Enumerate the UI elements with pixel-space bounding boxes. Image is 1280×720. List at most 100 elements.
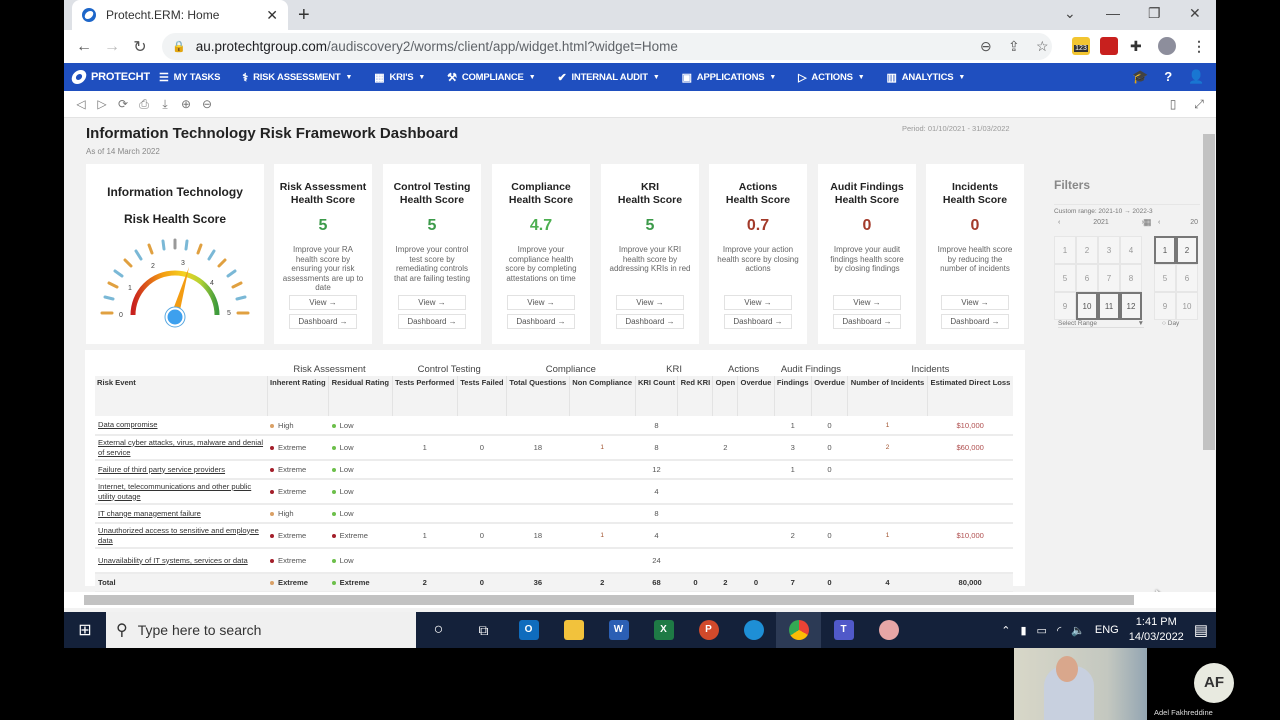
bookmark-icon[interactable]: ▯ bbox=[1169, 97, 1177, 111]
month-cell[interactable]: 6 bbox=[1076, 264, 1098, 292]
clock[interactable]: 1:41 PM 14/03/2022 bbox=[1129, 615, 1184, 645]
print-icon[interactable]: ⎙ bbox=[139, 96, 149, 111]
risk-event-link[interactable]: Internet, telecommunications and other p… bbox=[98, 481, 252, 501]
risk-event-link[interactable]: Unauthorized access to sensitive and emp… bbox=[98, 525, 259, 545]
view-button[interactable]: View → bbox=[507, 295, 575, 310]
protecht-logo[interactable]: PROTECHT bbox=[64, 70, 159, 84]
month-cell[interactable]: 8 bbox=[1120, 264, 1142, 292]
month-cell-selected[interactable]: 2 bbox=[1176, 236, 1198, 264]
view-button[interactable]: View → bbox=[398, 295, 466, 310]
view-button[interactable]: View → bbox=[289, 295, 357, 310]
day-radio[interactable]: ○ Day bbox=[1162, 320, 1179, 327]
column-header[interactable]: Residual Rating bbox=[328, 376, 392, 416]
user-icon[interactable]: 👤 bbox=[1188, 69, 1204, 84]
edge-icon[interactable] bbox=[731, 612, 776, 648]
close-window-button[interactable]: ✕ bbox=[1189, 5, 1201, 21]
nav-internal-audit[interactable]: ✔ INTERNAL AUDIT ▼ bbox=[557, 71, 659, 84]
forward-circle-icon[interactable]: ▷ bbox=[97, 97, 107, 111]
nc-cell[interactable]: 1 bbox=[569, 435, 636, 461]
nav-applications[interactable]: ▣ APPLICATIONS ▼ bbox=[682, 71, 777, 84]
excel-icon[interactable]: X bbox=[641, 612, 686, 648]
bookmark-star-icon[interactable]: ☆ bbox=[1036, 38, 1049, 54]
dashboard-button[interactable]: Dashboard → bbox=[289, 314, 357, 329]
teams-icon[interactable]: T bbox=[821, 612, 866, 648]
word-icon[interactable]: W bbox=[596, 612, 641, 648]
tray-chevron-icon[interactable]: ⌃ bbox=[1001, 624, 1011, 637]
graduation-cap-icon[interactable]: 🎓 bbox=[1132, 69, 1149, 84]
nav-actions[interactable]: ▷ ACTIONS ▼ bbox=[798, 71, 865, 84]
column-header[interactable]: Tests Failed bbox=[456, 376, 507, 416]
month-cell[interactable]: 9 bbox=[1054, 292, 1076, 320]
month-cell-selected[interactable]: 12 bbox=[1120, 292, 1142, 320]
column-header[interactable]: Overdue bbox=[737, 376, 775, 416]
calendar-range-icon[interactable]: ▦ bbox=[1143, 217, 1152, 227]
dashboard-button[interactable]: Dashboard → bbox=[616, 314, 684, 329]
nav-analytics[interactable]: ▥ ANALYTICS ▼ bbox=[887, 71, 966, 84]
column-header[interactable]: Overdue bbox=[810, 376, 848, 416]
acrobat-extension-icon[interactable] bbox=[1100, 37, 1118, 55]
month-cell[interactable]: 6 bbox=[1176, 264, 1198, 292]
zoom-out-icon[interactable]: ⊖ bbox=[201, 97, 213, 111]
tab-search-chevron-icon[interactable]: ⌄ bbox=[1064, 5, 1076, 21]
ni-cell[interactable]: 1 bbox=[847, 416, 928, 436]
column-header[interactable]: Red KRI bbox=[677, 376, 713, 416]
file-explorer-icon[interactable] bbox=[551, 612, 596, 648]
address-bar[interactable]: 🔒 au.protechtgroup.com/audiscovery2/worm… bbox=[162, 33, 1052, 60]
forward-button[interactable]: → bbox=[104, 37, 120, 55]
chrome-icon[interactable] bbox=[776, 612, 821, 648]
back-button[interactable]: ← bbox=[76, 37, 92, 55]
ni-cell[interactable]: 2 bbox=[847, 435, 928, 461]
prev-year-icon[interactable]: ‹ bbox=[1058, 219, 1061, 226]
month-cell[interactable]: 2 bbox=[1076, 236, 1098, 264]
zoom-in-icon[interactable]: ⊕ bbox=[180, 97, 192, 111]
view-button[interactable]: View → bbox=[833, 295, 901, 310]
month-cell[interactable]: 10 bbox=[1176, 292, 1198, 320]
download-icon[interactable]: ⤓ bbox=[162, 96, 168, 111]
volume-icon[interactable]: 🔈 bbox=[1071, 624, 1085, 637]
ni-cell[interactable]: 1 bbox=[847, 523, 928, 549]
battery-icon[interactable]: ▭ bbox=[1036, 624, 1047, 637]
month-cell[interactable]: 5 bbox=[1054, 264, 1076, 292]
notifications-icon[interactable]: ▤ bbox=[1193, 622, 1208, 639]
horizontal-scroll-thumb[interactable] bbox=[84, 595, 1134, 605]
risk-event-link[interactable]: Data compromise bbox=[98, 420, 158, 429]
dashboard-button[interactable]: Dashboard → bbox=[507, 314, 575, 329]
column-header[interactable]: Total Questions bbox=[505, 376, 570, 416]
task-view-icon[interactable]: ⧉ bbox=[478, 621, 489, 638]
prev-year-icon[interactable]: ‹ bbox=[1158, 219, 1161, 226]
help-icon[interactable]: ? bbox=[1164, 69, 1172, 84]
browser-tab[interactable]: Protecht.ERM: Home ✕ bbox=[72, 0, 288, 30]
taskbar-search-box[interactable]: ⚲ Type here to search bbox=[106, 612, 416, 648]
horizontal-scrollbar[interactable] bbox=[64, 592, 1216, 608]
column-header[interactable]: Open bbox=[712, 376, 738, 416]
reload-button[interactable]: ↻ bbox=[133, 38, 147, 56]
column-header[interactable]: Inherent Rating bbox=[266, 376, 329, 416]
view-button[interactable]: View → bbox=[616, 295, 684, 310]
column-header[interactable]: Findings bbox=[773, 376, 812, 416]
dashboard-button[interactable]: Dashboard → bbox=[833, 314, 901, 329]
month-cell[interactable]: 3 bbox=[1098, 236, 1120, 264]
select-range-dropdown[interactable]: Select Range ▼ bbox=[1058, 320, 1144, 328]
nav-risk-assessment[interactable]: ⚕ RISK ASSESSMENT ▼ bbox=[242, 71, 352, 84]
nc-cell[interactable]: 1 bbox=[569, 523, 636, 549]
column-header[interactable]: KRI Count bbox=[634, 376, 678, 416]
minimize-button[interactable]: — bbox=[1106, 5, 1120, 21]
month-cell[interactable]: 4 bbox=[1120, 236, 1142, 264]
windows-start-icon[interactable]: ⊞ bbox=[78, 622, 92, 639]
risk-event-link[interactable]: IT change management failure bbox=[98, 508, 201, 518]
powerpoint-icon[interactable]: P bbox=[686, 612, 731, 648]
snipping-tool-icon[interactable] bbox=[866, 612, 911, 648]
nav-my-tasks[interactable]: ☰ MY TASKS bbox=[159, 71, 220, 84]
profile-avatar[interactable] bbox=[1158, 37, 1176, 55]
vertical-scrollbar[interactable] bbox=[1200, 118, 1216, 592]
refresh-icon[interactable]: ⟳ bbox=[117, 97, 129, 111]
column-header[interactable]: Tests Performed bbox=[391, 376, 458, 416]
month-cell[interactable]: 7 bbox=[1098, 264, 1120, 292]
new-tab-button[interactable]: + bbox=[298, 4, 310, 26]
dashboard-button[interactable]: Dashboard → bbox=[941, 314, 1009, 329]
month-cell[interactable]: 1 bbox=[1054, 236, 1076, 264]
dashboard-button[interactable]: Dashboard → bbox=[724, 314, 792, 329]
vertical-scroll-thumb[interactable] bbox=[1203, 134, 1215, 450]
cortana-icon[interactable]: ○ bbox=[433, 621, 444, 638]
view-button[interactable]: View → bbox=[724, 295, 792, 310]
